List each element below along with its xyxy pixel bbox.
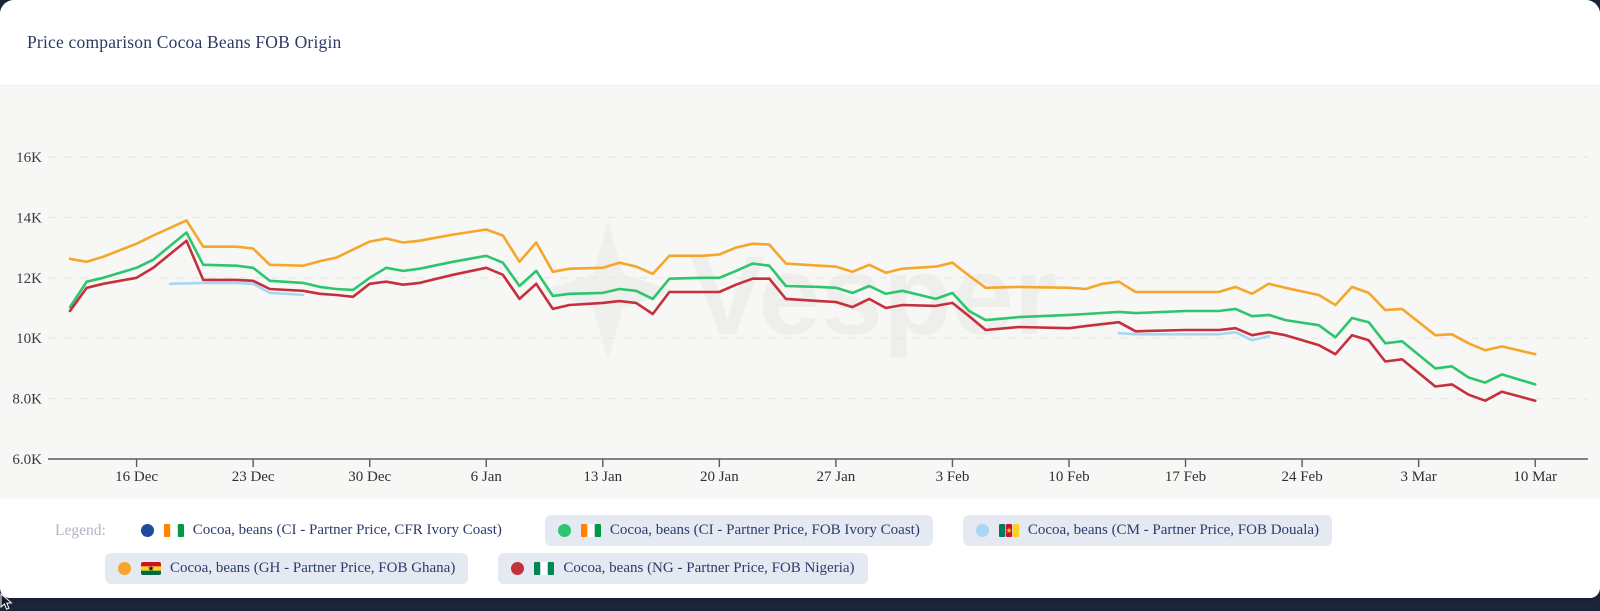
series-color-dot	[975, 524, 989, 537]
x-axis-tick-label: 24 Feb	[1281, 469, 1322, 485]
page-title: Price comparison Cocoa Beans FOB Origin	[27, 32, 342, 52]
price-line-chart[interactable]: Vesper 16K 14K 12K 10K 8.0K 6.0K 16 Dec 23 Dec 30…	[0, 86, 1600, 499]
cameroon-flag-icon	[998, 524, 1019, 537]
legend-item-ci_cfr[interactable]: Cocoa, beans (CI - Partner Price, CFR Iv…	[128, 515, 515, 546]
x-axis-tick-label: 17 Feb	[1165, 469, 1206, 485]
series-color-dot	[118, 562, 131, 575]
series-color-dot	[511, 562, 525, 575]
legend-item-cm_douala[interactable]: Cocoa, beans (CM - Partner Price, FOB Do…	[962, 515, 1333, 546]
legend-row-1: Legend: Cocoa, beans (CI - Partner Price…	[0, 515, 1600, 546]
legend-item-gh_fob[interactable]: Cocoa, beans (GH - Partner Price, FOB Gh…	[105, 553, 469, 584]
legend-item-label: Cocoa, beans (CM - Partner Price, FOB Do…	[1027, 522, 1320, 538]
ghana-flag-icon	[141, 562, 161, 575]
x-axis-tick-label: 20 Jan	[700, 469, 739, 485]
y-axis-tick-label: 10K	[16, 331, 42, 347]
y-axis-tick-label: 12K	[16, 271, 42, 287]
vesper-watermark: Vesper	[540, 221, 1057, 361]
y-axis-tick-label: 8.0K	[12, 392, 42, 408]
price-chart-card: Price comparison Cocoa Beans FOB Origin …	[0, 0, 1600, 598]
x-axis-tick-label: 6 Jan	[471, 469, 503, 485]
card-header: Price comparison Cocoa Beans FOB Origin	[0, 0, 1600, 85]
y-axis-tick-label: 16K	[16, 150, 42, 166]
x-axis-tick-label: 10 Mar	[1513, 469, 1557, 485]
ivory-coast-flag-icon	[163, 524, 184, 537]
legend-caption: Legend:	[55, 521, 106, 539]
series-line-cm_douala[interactable]	[1117, 330, 1271, 342]
series-line-cm_douala[interactable]	[168, 281, 305, 297]
x-axis-tick-label: 10 Feb	[1048, 469, 1089, 485]
legend-row-2: Cocoa, beans (GH - Partner Price, FOB Gh…	[0, 553, 1600, 584]
legend-item-label: Cocoa, beans (GH - Partner Price, FOB Gh…	[170, 560, 456, 576]
mouse-cursor-icon	[0, 593, 13, 610]
x-axis-tick-label: 30 Dec	[348, 469, 391, 485]
legend-item-label: Cocoa, beans (CI - Partner Price, FOB Iv…	[609, 522, 920, 538]
x-axis-tick-label: 27 Jan	[817, 469, 856, 485]
chart-area[interactable]: Vesper 16K 14K 12K 10K 8.0K 6.0K 16 Dec 23 Dec 30…	[0, 85, 1600, 499]
legend-item-ci_fob[interactable]: Cocoa, beans (CI - Partner Price, FOB Iv…	[544, 515, 933, 546]
series-color-dot	[557, 524, 571, 537]
ivory-coast-flag-icon	[580, 524, 601, 537]
series-line-ng_fob[interactable]	[68, 239, 1537, 403]
series-line-gh_fob[interactable]	[68, 219, 1537, 356]
x-axis-tick-label: 3 Mar	[1401, 469, 1437, 485]
x-axis-tick-label: 13 Jan	[583, 469, 622, 485]
svg-text:Vesper: Vesper	[690, 233, 1057, 358]
legend-item-label: Cocoa, beans (CI - Partner Price, CFR Iv…	[192, 522, 502, 538]
x-axis-tick-label: 23 Dec	[232, 469, 275, 485]
series-line-ci_fob[interactable]	[68, 231, 1537, 386]
x-axis-tick-label: 3 Feb	[936, 469, 970, 485]
series-color-dot	[140, 524, 154, 537]
legend-item-label: Cocoa, beans (NG - Partner Price, FOB Ni…	[563, 560, 855, 576]
nigeria-flag-icon	[534, 562, 555, 575]
y-axis-tick-label: 6.0K	[12, 452, 42, 468]
legend-item-ng_fob[interactable]: Cocoa, beans (NG - Partner Price, FOB Ni…	[498, 553, 868, 584]
legend: Legend: Cocoa, beans (CI - Partner Price…	[0, 499, 1600, 584]
y-axis-tick-label: 14K	[16, 210, 42, 226]
x-axis-tick-label: 16 Dec	[115, 469, 158, 485]
